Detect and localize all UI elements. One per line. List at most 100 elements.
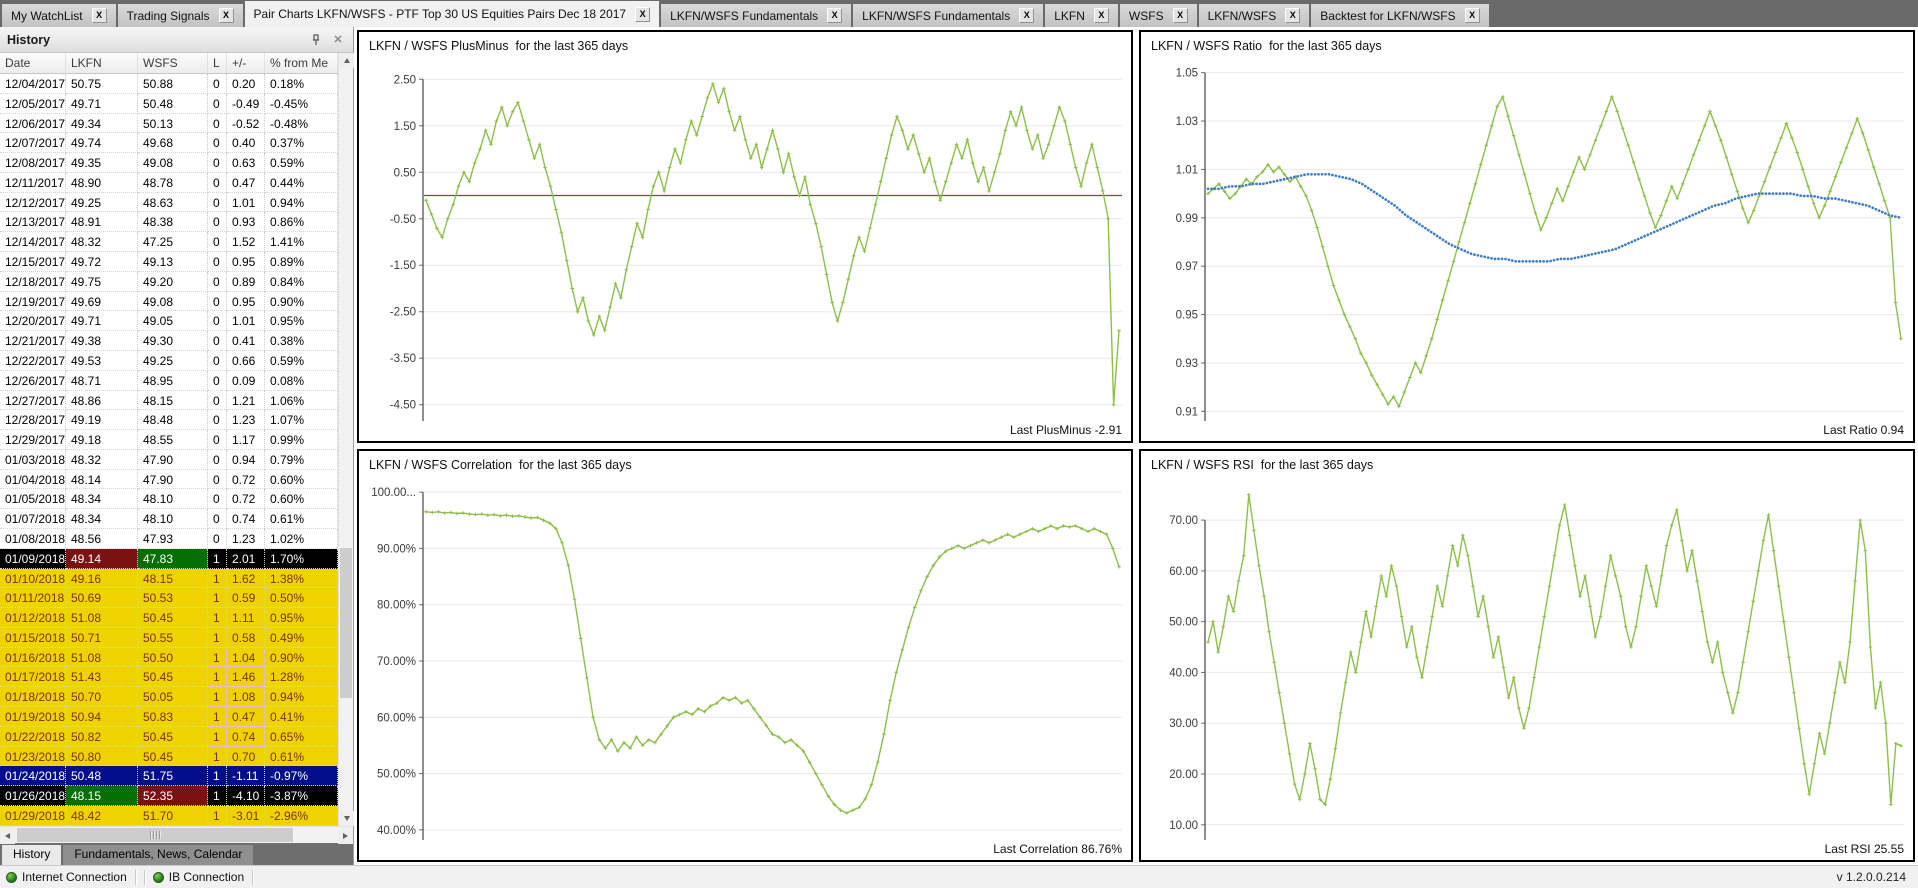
tab-8[interactable]: Backtest for LKFN/WSFS X [1311,4,1489,27]
cell: 1.08 [227,687,265,707]
cell: 12/26/2017 [0,370,66,391]
table-row[interactable]: 12/15/2017 49.72 49.13 0 0.95 0.89% [0,252,338,272]
tab-0[interactable]: My WatchList X [2,4,116,27]
svg-text:60.00: 60.00 [1169,566,1198,578]
table-row[interactable]: 01/04/2018 48.14 47.90 0 0.72 0.60% [0,469,338,490]
table-row[interactable]: 01/07/2018 48.34 48.10 0 0.74 0.61% [0,509,338,529]
scroll-down-button[interactable] [339,811,354,826]
cell: 1 [208,786,227,806]
cell: 12/06/2017 [0,113,66,134]
pin-icon[interactable] [308,32,324,48]
tab-3[interactable]: LKFN/WSFS Fundamentals X [661,4,852,27]
cell: 01/04/2018 [0,469,66,490]
column-header-3[interactable]: L [208,53,227,73]
scroll-left-button[interactable] [0,827,15,844]
cell: 0 [208,252,227,272]
cell: 1.23 [227,410,265,431]
table-row[interactable]: 12/20/2017 49.71 49.05 0 1.01 0.95% [0,311,338,332]
tab-2[interactable]: Pair Charts LKFN/WSFS - PTF Top 30 US Eq… [244,1,660,27]
table-row[interactable]: 01/05/2018 48.34 48.10 0 0.72 0.60% [0,489,338,510]
table-row[interactable]: 01/17/2018 51.43 50.45 1 1.46 1.28% [0,667,338,688]
cell: 12/29/2017 [0,430,66,450]
column-header-1[interactable]: LKFN [66,53,138,73]
table-row[interactable]: 12/05/2017 49.71 50.48 0 -0.49 -0.45% [0,93,338,114]
cell: 12/15/2017 [0,252,66,272]
table-row[interactable]: 12/13/2017 48.91 48.38 0 0.93 0.86% [0,212,338,233]
table-row[interactable]: 01/29/2018 48.42 51.70 1 -3.01 -2.96% [0,805,338,826]
tab-7[interactable]: LKFN/WSFS X [1198,4,1310,27]
tab-close-icon[interactable]: X [1285,8,1301,23]
cell: 47.90 [138,449,208,470]
table-row[interactable]: 12/28/2017 49.19 48.48 0 1.23 1.07% [0,410,338,431]
scroll-up-button[interactable] [339,53,354,68]
tab-close-icon[interactable]: X [1019,8,1035,23]
table-row[interactable]: 01/09/2018 49.14 47.83 1 2.01 1.70% [0,548,338,569]
column-header-4[interactable]: +/- [227,53,265,73]
svg-text:80.00%: 80.00% [377,600,416,612]
table-row[interactable]: 01/23/2018 50.80 50.45 1 0.70 0.61% [0,746,338,767]
tab-label: LKFN/WSFS Fundamentals [862,8,1011,23]
table-row[interactable]: 01/24/2018 50.48 51.75 1 -1.11 -0.97% [0,766,338,787]
tab-6[interactable]: WSFS X [1119,4,1197,27]
plusminus-plot[interactable]: 2.50 1.50 0.50 -0.50 -1.50 -2.50 -3.50 -4.50 [359,55,1131,441]
table-row[interactable]: 12/26/2017 48.71 48.95 0 0.09 0.08% [0,370,338,391]
tab-4[interactable]: LKFN/WSFS Fundamentals X [853,4,1044,27]
table-row[interactable]: 01/03/2018 48.32 47.90 0 0.94 0.79% [0,449,338,470]
table-row[interactable]: 12/19/2017 49.69 49.08 0 0.95 0.90% [0,291,338,312]
table-row[interactable]: 01/10/2018 49.16 48.15 1 1.62 1.38% [0,568,338,589]
tab-close-icon[interactable]: X [218,8,234,23]
cell: 1.41% [265,232,338,253]
table-row[interactable]: 12/11/2017 48.90 48.78 0 0.47 0.44% [0,172,338,193]
bottom-tab-0[interactable]: History [2,845,62,865]
cell: 0.72 [227,489,265,510]
table-row[interactable]: 12/04/2017 50.75 50.88 0 0.20 0.18% [0,74,338,94]
cell: 12/22/2017 [0,350,66,371]
table-row[interactable]: 01/11/2018 50.69 50.53 1 0.59 0.50% [0,588,338,609]
table-row[interactable]: 12/07/2017 49.74 49.68 0 0.40 0.37% [0,133,338,154]
table-row[interactable]: 12/22/2017 49.53 49.25 0 0.66 0.59% [0,350,338,371]
table-row[interactable]: 12/27/2017 48.86 48.15 0 1.21 1.06% [0,390,338,411]
table-row[interactable]: 01/19/2018 50.94 50.83 1 0.47 0.41% [0,707,338,727]
cell: -4.10 [227,786,265,806]
cell: 50.71 [66,627,138,648]
tab-5[interactable]: LKFN X [1045,4,1118,27]
table-row[interactable]: 12/29/2017 49.18 48.55 0 1.17 0.99% [0,430,338,450]
table-row[interactable]: 12/14/2017 48.32 47.25 0 1.52 1.41% [0,232,338,253]
table-row[interactable]: 12/18/2017 49.75 49.20 0 0.89 0.84% [0,271,338,292]
tab-close-icon[interactable]: X [1464,8,1480,23]
table-row[interactable]: 01/12/2018 51.08 50.45 1 1.11 0.95% [0,608,338,628]
rsi-plot[interactable]: 70.00 60.00 50.00 40.00 30.00 20.00 10.00 [1141,474,1913,860]
scroll-right-button[interactable] [338,827,353,844]
cell: 12/18/2017 [0,271,66,292]
table-row[interactable]: 12/12/2017 49.25 48.63 0 1.01 0.94% [0,192,338,213]
table-row[interactable]: 01/16/2018 51.08 50.50 1 1.04 0.90% [0,647,338,668]
cell: 49.68 [138,133,208,154]
table-row[interactable]: 12/06/2017 49.34 50.13 0 -0.52 -0.48% [0,113,338,134]
tab-1[interactable]: Trading Signals X [117,4,243,27]
horizontal-scroll-thumb[interactable] [17,828,293,842]
table-row[interactable]: 01/15/2018 50.71 50.55 1 0.58 0.49% [0,627,338,648]
tab-close-icon[interactable]: X [827,8,843,23]
table-row[interactable]: 12/21/2017 49.38 49.30 0 0.41 0.38% [0,331,338,351]
table-row[interactable]: 01/22/2018 50.82 50.45 1 0.74 0.65% [0,726,338,747]
column-header-0[interactable]: Date [0,53,66,73]
table-row[interactable]: 01/26/2018 48.15 52.35 1 -4.10 -3.87% [0,786,338,806]
column-header-2[interactable]: WSFS [138,53,208,73]
correlation-plot[interactable]: 100.00... 90.00% 80.00% 70.00% 60.00% 50.00% 4… [359,474,1131,860]
cell: 50.94 [66,707,138,727]
table-row[interactable]: 01/08/2018 48.56 47.93 0 1.23 1.02% [0,528,338,549]
close-icon[interactable]: ✕ [330,32,346,48]
bottom-tab-1[interactable]: Fundamentals, News, Calendar [63,845,254,865]
table-row[interactable]: 01/18/2018 50.70 50.05 1 1.08 0.94% [0,687,338,707]
cell: 0 [208,74,227,94]
column-header-5[interactable]: % from Me [265,53,338,73]
tab-close-icon[interactable]: X [635,6,651,22]
tab-close-icon[interactable]: X [1093,8,1109,23]
cell: 0 [208,509,227,529]
vertical-scroll-thumb[interactable] [340,548,352,698]
table-row[interactable]: 12/08/2017 49.35 49.08 0 0.63 0.59% [0,153,338,173]
cell: 1.02% [265,528,338,549]
tab-close-icon[interactable]: X [91,8,107,23]
tab-close-icon[interactable]: X [1172,8,1188,23]
ratio-plot[interactable]: 1.05 1.03 1.01 0.99 0.97 0.95 0.93 0.91 [1141,55,1913,441]
